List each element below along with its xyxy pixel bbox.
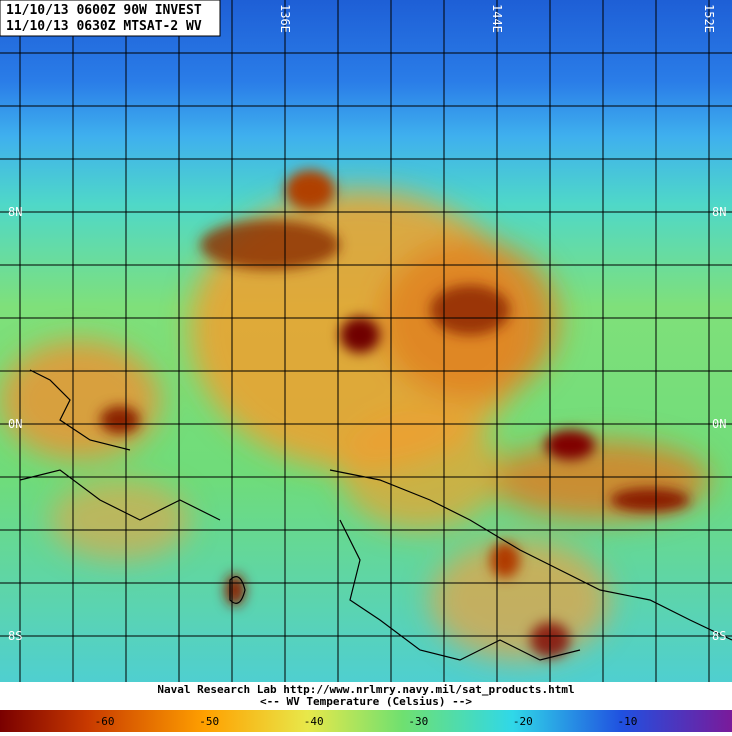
colorbar-tick-label: -10 (617, 715, 637, 728)
header-box (0, 0, 221, 37)
header-line: 11/10/13 0600Z 90W INVEST (6, 3, 202, 18)
colorbar-tick-label: -50 (199, 715, 219, 728)
lon-label: 152E (702, 4, 716, 33)
colorbar-tick-label: -30 (408, 715, 428, 728)
colorbar-tick-label: -20 (513, 715, 533, 728)
lat-label: 0N (712, 417, 726, 431)
lat-label: 8S (712, 629, 726, 643)
lat-label: 8N (8, 205, 22, 219)
coastlines (19, 369, 732, 661)
lon-label: 144E (490, 4, 504, 33)
lon-label: 136E (278, 4, 292, 33)
lat-label: 8S (8, 629, 22, 643)
satellite-image (0, 0, 732, 682)
lat-lon-grid (0, 0, 732, 682)
header-line: 11/10/13 0630Z MTSAT-2 WV (6, 19, 202, 34)
lat-label: 8N (712, 205, 726, 219)
colorbar (0, 710, 732, 732)
footer-box (0, 682, 732, 710)
colorbar-tick-label: -60 (95, 715, 115, 728)
colorbar-legend: <-- WV Temperature (Celsius) --> (260, 695, 472, 708)
credit: Naval Research Lab http://www.nrlmry.nav… (157, 683, 574, 696)
lat-label: 0N (8, 417, 22, 431)
colorbar-tick-label: -40 (304, 715, 324, 728)
